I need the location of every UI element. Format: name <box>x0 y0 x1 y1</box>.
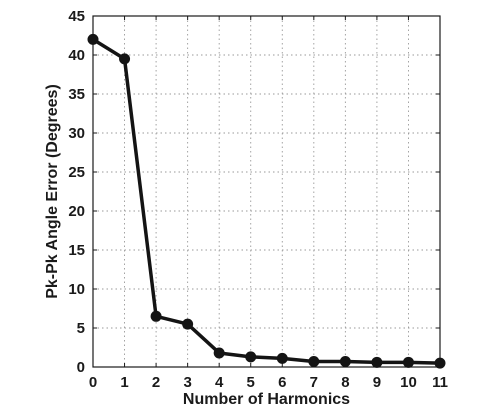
y-tick-labels: 0 5 10 15 20 25 30 35 40 45 <box>68 8 85 376</box>
series-line <box>91 37 442 365</box>
x-axis-title: Number of Harmonics <box>183 391 350 408</box>
data-point <box>213 347 225 359</box>
x-tick-label: 0 <box>89 374 97 391</box>
y-tick-label: 40 <box>68 47 85 64</box>
y-tick-label: 25 <box>68 164 85 181</box>
data-point <box>371 356 383 368</box>
data-point <box>182 318 194 330</box>
data-point <box>339 356 351 368</box>
data-point <box>308 356 320 368</box>
x-tick-label: 3 <box>183 374 191 391</box>
y-tick-label: 10 <box>68 281 85 298</box>
x-tick-label: 7 <box>310 374 318 391</box>
x-tick-label: 10 <box>400 374 417 391</box>
data-point <box>245 351 257 363</box>
x-tick-label: 5 <box>247 374 255 391</box>
x-tick-label: 1 <box>120 374 128 391</box>
y-tick-label: 20 <box>68 203 85 220</box>
x-tick-label: 6 <box>278 374 286 391</box>
data-point <box>434 357 446 369</box>
data-point <box>87 33 99 45</box>
x-tick-label: 4 <box>215 374 224 391</box>
x-tick-label: 8 <box>341 374 349 391</box>
plot-frame <box>92 15 441 368</box>
y-tick-label: 30 <box>68 125 85 142</box>
data-point <box>402 356 414 368</box>
x-tick-labels: 0 1 2 3 4 5 6 7 8 9 10 11 <box>89 374 448 391</box>
grid <box>93 16 440 367</box>
y-tick-label: 15 <box>68 242 85 259</box>
y-tick-label: 5 <box>77 320 85 337</box>
data-point <box>119 53 131 65</box>
series-group <box>87 33 446 369</box>
x-tick-label: 11 <box>432 374 448 391</box>
x-tick-label: 2 <box>152 374 160 391</box>
y-tick-label: 0 <box>77 359 85 376</box>
data-point <box>150 310 162 322</box>
y-tick-label: 45 <box>68 8 85 25</box>
tick-marks <box>92 15 441 368</box>
data-point <box>276 352 288 364</box>
x-tick-label: 9 <box>373 374 381 391</box>
y-axis-title: Pk-Pk Angle Error (Degrees) <box>44 84 61 299</box>
y-tick-label: 35 <box>68 86 85 103</box>
